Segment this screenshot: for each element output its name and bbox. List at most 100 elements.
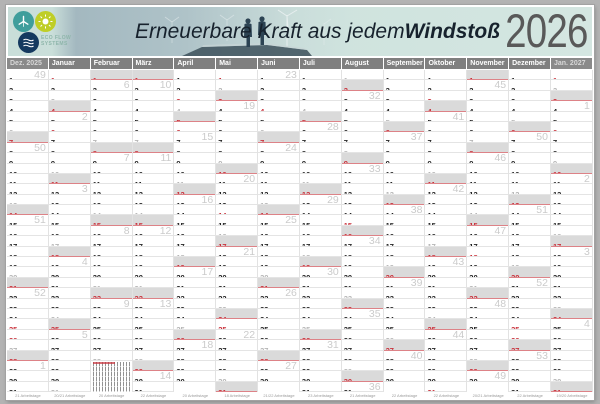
day-row: 29So [132, 360, 174, 372]
day-number: 11 [9, 180, 17, 183]
day-number: 22 [218, 294, 226, 297]
day-number: 7 [344, 138, 352, 141]
day-number: 13 [218, 201, 226, 204]
day-row: 10Fr [299, 164, 341, 174]
day-row: 1FrNeujahr [550, 70, 592, 81]
week-number: 5 [81, 329, 88, 341]
day-row: 9Mo11 [132, 153, 174, 164]
day-row: 18Di [341, 247, 383, 258]
day-row: 29Di [509, 361, 550, 372]
day-row: 25Di [341, 319, 383, 330]
day-number: 14 [427, 211, 435, 214]
month-header-m-rz: März [132, 58, 175, 69]
day-number: 18 [427, 253, 435, 256]
day-row: 26Do [132, 330, 174, 341]
day-number: 9 [135, 159, 143, 162]
day-number: 14 [511, 211, 519, 214]
day-row: 3Di [132, 91, 174, 102]
day-row: 15Fr [550, 215, 592, 226]
day-number: 6 [511, 128, 519, 131]
day-row: 29Fr [550, 361, 592, 372]
day-number: 31 [218, 388, 226, 391]
week-number: 13 [159, 298, 172, 309]
day-number: 6 [176, 128, 184, 131]
day-number: 13 [9, 201, 17, 204]
day-row: 17Mo34 [341, 236, 383, 247]
day-row: 4Sa [299, 101, 341, 112]
day-number: 1 [135, 76, 143, 79]
day-number: 10 [511, 170, 519, 173]
day-number: 26 [135, 336, 143, 339]
day-number: 29 [427, 367, 435, 370]
day-row: 25Do1. Weihnachtstag [7, 319, 48, 330]
day-number: 13 [511, 201, 519, 204]
day-row: 25So [48, 319, 90, 330]
day-number: 7 [302, 138, 310, 141]
day-row: 14So [258, 205, 299, 216]
day-row: 8Di [509, 143, 550, 154]
day-row: 7Sa [90, 132, 132, 143]
day-row: 28Sa [132, 351, 174, 361]
day-row: 23Mo13 [132, 298, 174, 309]
day-number: 18 [344, 253, 352, 256]
day-number: 4 [218, 107, 226, 110]
day-number: 1 [9, 76, 17, 79]
week-number: 28 [327, 121, 339, 133]
day-row: 6DiHl. Drei Könige [48, 122, 90, 133]
day-number: 25 [176, 325, 184, 328]
day-number: 11 [51, 180, 59, 183]
day-number: 1 [553, 76, 561, 79]
day-row: 8SoInt. Frauentag [132, 142, 174, 154]
day-number: 17 [218, 242, 226, 245]
day-number: 7 [260, 138, 268, 141]
day-number: 3 [553, 97, 561, 100]
months-bar: Dez. 2025 Januar Februar März April Mai Juni Ju… [7, 58, 593, 69]
day-number: 28 [427, 357, 435, 360]
day-row: 2So [341, 80, 383, 91]
day-row: 3Mi [7, 91, 48, 102]
day-row: 13Fr [90, 195, 132, 206]
day-row: 1Di [509, 70, 550, 81]
day-number: 5 [386, 118, 394, 121]
day-number: 17 [176, 242, 184, 245]
day-row: 23Sa [216, 299, 258, 309]
day-row: 7Fr [341, 132, 383, 143]
logo: ECO FLOW SYSTEMS [13, 11, 83, 53]
calendar-title: Erneuerbare Kraft aus jedem Windstoß [135, 7, 500, 56]
day-row: 23Mo48 [467, 299, 509, 309]
day-row: 20Mo17 [174, 267, 216, 278]
day-row: 28Do [216, 351, 258, 361]
week-number: 34 [368, 236, 381, 247]
day-number: 9 [469, 159, 477, 162]
day-row: 4Mo1 [550, 101, 592, 112]
day-number: 1 [176, 76, 184, 79]
day-row: 16Do [299, 226, 341, 237]
day-row: 11Fr [383, 174, 425, 185]
day-number: 23 [135, 305, 143, 308]
day-number: 15 [260, 221, 268, 224]
day-number: 6 [344, 128, 352, 131]
day-number: 11 [302, 180, 310, 183]
workdays-count: 19/20 Arbeitstage [556, 393, 588, 398]
day-number: 27 [135, 346, 143, 349]
day-number: 26 [260, 336, 268, 339]
day-number: 20 [553, 273, 561, 276]
day-number: 27 [302, 346, 310, 349]
day-number: 2 [51, 86, 59, 89]
week-number: 47 [494, 225, 507, 237]
day-number: 17 [427, 242, 435, 245]
week-number: 26 [285, 288, 297, 299]
day-row: 24Mo35 [341, 309, 383, 320]
day-number: 29 [218, 367, 226, 370]
day-row: 8Fr [216, 143, 258, 154]
day-row: 6Di [425, 122, 467, 133]
day-row: 15Di [509, 215, 550, 226]
day-row: 18Mi [132, 247, 174, 258]
week-number: 49 [494, 371, 507, 382]
day-number: 13 [427, 201, 435, 204]
microprint-legend [92, 361, 130, 392]
day-number: 23 [386, 305, 394, 308]
day-number: 5 [427, 118, 435, 121]
day-row: 21Mo52 [509, 278, 550, 289]
day-number: 28 [260, 357, 268, 360]
